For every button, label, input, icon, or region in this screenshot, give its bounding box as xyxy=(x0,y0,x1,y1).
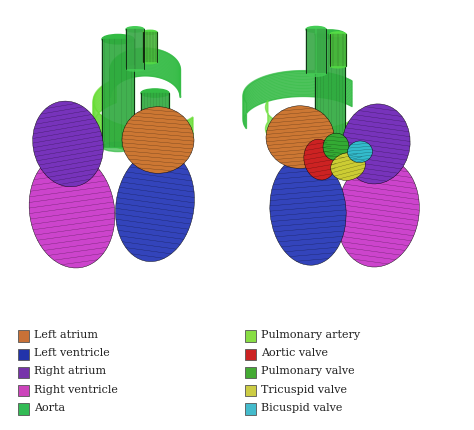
Polygon shape xyxy=(143,32,157,61)
Ellipse shape xyxy=(102,142,134,151)
Ellipse shape xyxy=(141,187,169,195)
Ellipse shape xyxy=(126,66,144,71)
Ellipse shape xyxy=(315,30,345,39)
Ellipse shape xyxy=(116,150,194,261)
Text: Bicuspid valve: Bicuspid valve xyxy=(261,402,342,413)
Text: Right ventricle: Right ventricle xyxy=(34,384,118,395)
Polygon shape xyxy=(315,34,345,137)
Ellipse shape xyxy=(331,153,365,181)
Ellipse shape xyxy=(29,153,115,268)
Ellipse shape xyxy=(266,106,334,169)
Ellipse shape xyxy=(323,133,349,160)
Text: Aorta: Aorta xyxy=(34,402,65,413)
Ellipse shape xyxy=(270,156,346,265)
Text: Right atrium: Right atrium xyxy=(34,366,106,376)
Ellipse shape xyxy=(126,27,144,32)
Ellipse shape xyxy=(143,60,157,64)
Bar xyxy=(245,367,256,378)
Ellipse shape xyxy=(306,26,326,32)
Ellipse shape xyxy=(347,141,373,163)
Bar xyxy=(18,385,29,396)
Text: Tricuspid valve: Tricuspid valve xyxy=(261,384,347,395)
Polygon shape xyxy=(102,39,134,147)
Bar xyxy=(18,367,29,378)
Ellipse shape xyxy=(304,139,336,180)
Bar xyxy=(18,330,29,342)
Ellipse shape xyxy=(306,71,326,77)
Bar xyxy=(18,403,29,415)
Ellipse shape xyxy=(342,104,410,184)
Text: Aortic valve: Aortic valve xyxy=(261,348,328,358)
Polygon shape xyxy=(306,29,326,74)
Text: Left ventricle: Left ventricle xyxy=(34,348,110,358)
Ellipse shape xyxy=(315,133,345,141)
Ellipse shape xyxy=(141,89,169,97)
Ellipse shape xyxy=(330,32,346,37)
Text: Pulmonary artery: Pulmonary artery xyxy=(261,330,360,340)
Text: Pulmonary valve: Pulmonary valve xyxy=(261,366,355,376)
Bar xyxy=(245,349,256,360)
Ellipse shape xyxy=(102,34,134,44)
Polygon shape xyxy=(141,93,169,191)
Text: Left atrium: Left atrium xyxy=(34,330,98,340)
Ellipse shape xyxy=(330,63,346,68)
Bar xyxy=(245,403,256,415)
Bar xyxy=(245,330,256,342)
Ellipse shape xyxy=(337,158,419,267)
Polygon shape xyxy=(126,29,144,68)
Bar xyxy=(245,385,256,396)
Bar xyxy=(18,349,29,360)
Ellipse shape xyxy=(33,101,103,187)
Ellipse shape xyxy=(143,30,157,34)
Ellipse shape xyxy=(122,107,194,173)
Polygon shape xyxy=(330,34,346,66)
